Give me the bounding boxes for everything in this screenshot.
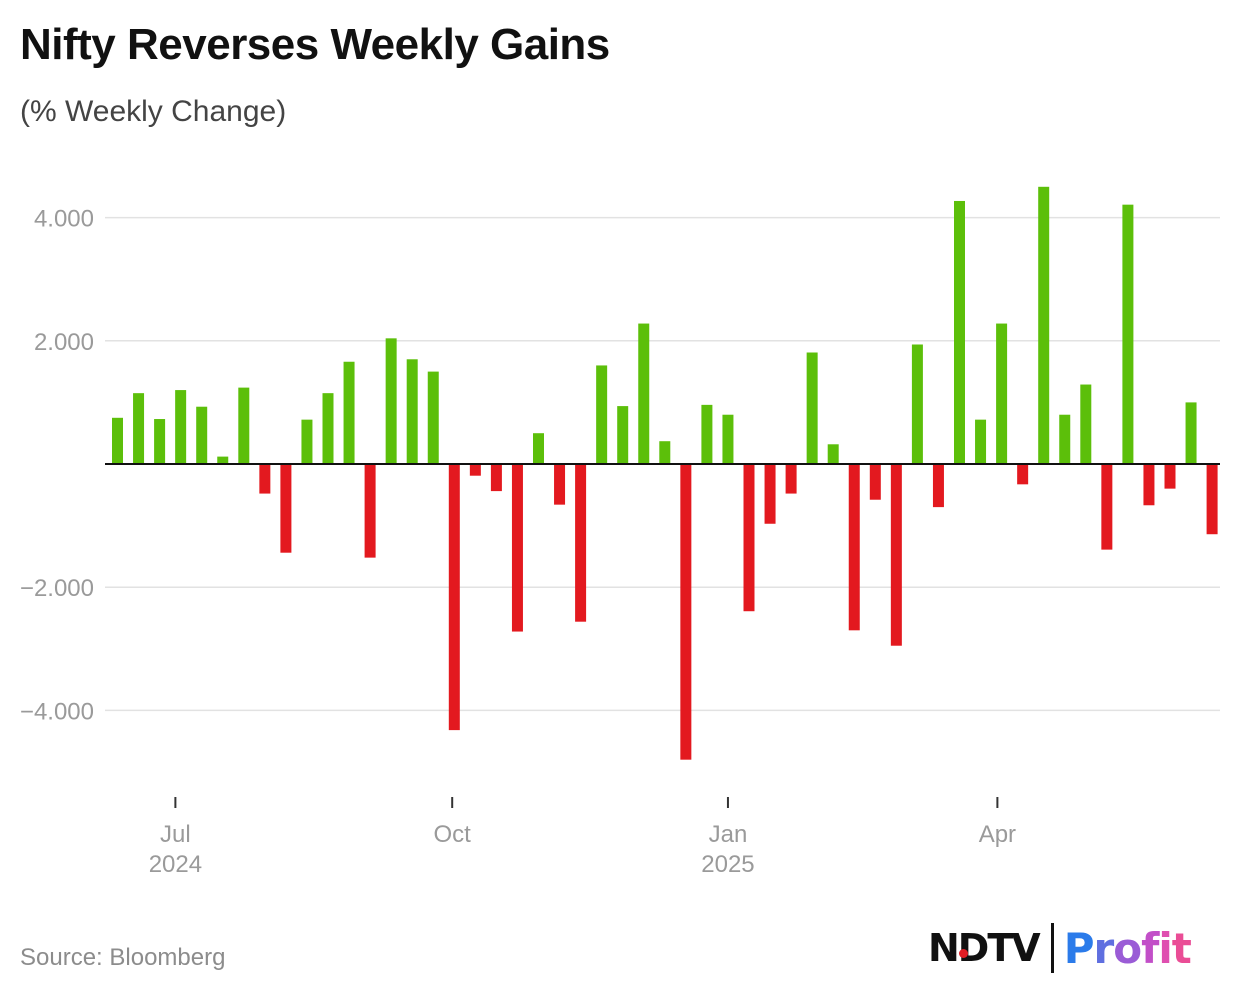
bar — [1059, 414, 1071, 464]
profit-letter: i — [1158, 923, 1172, 973]
bar-chart: 4.000 2.000 −2.000 −4.000 Jul 2024 Oct Jan 2025… — [20, 186, 1220, 878]
bar — [596, 365, 608, 464]
bar — [827, 444, 839, 464]
bar — [554, 464, 566, 505]
ndtv-wordmark: NDTV — [928, 926, 1041, 970]
bar — [490, 464, 502, 492]
bar — [301, 419, 313, 464]
x-tick-label: Jan — [709, 821, 748, 848]
bar — [911, 344, 923, 464]
bar — [638, 323, 650, 464]
bar — [427, 371, 439, 464]
bar — [680, 464, 692, 760]
source-note: Source: Bloomberg — [20, 944, 226, 971]
bar — [112, 417, 123, 464]
bar — [1017, 464, 1029, 485]
bar — [575, 464, 587, 622]
bar — [954, 200, 965, 464]
x-tick-label: Apr — [979, 821, 1016, 848]
bar — [1185, 402, 1197, 464]
chart-subtitle: (% Weekly Change) — [20, 95, 287, 128]
bar — [1080, 384, 1092, 464]
bar — [996, 323, 1008, 464]
bar — [511, 464, 523, 632]
bar — [280, 464, 292, 553]
bar — [1164, 464, 1176, 489]
bar — [869, 464, 881, 500]
bar-layer — [112, 186, 1218, 760]
bar — [848, 464, 860, 631]
bar — [448, 464, 460, 731]
bar — [175, 390, 187, 464]
bar — [1038, 186, 1050, 465]
bar — [469, 464, 481, 476]
ndtv-text: NDTV — [928, 926, 1041, 970]
grid-layer: 4.000 2.000 −2.000 −4.000 — [20, 206, 1220, 725]
bar — [238, 387, 250, 464]
x-tick-label: Oct — [434, 821, 472, 848]
bar — [196, 406, 208, 464]
bar — [617, 406, 629, 464]
x-tick-year-label: 2024 — [149, 851, 202, 878]
profit-letter: P — [1063, 923, 1095, 973]
y-tick-label: −2.000 — [20, 575, 94, 602]
profit-letter: r — [1093, 923, 1114, 973]
bar — [1206, 464, 1218, 535]
bar — [322, 393, 334, 464]
bar — [785, 464, 797, 494]
bar — [154, 419, 166, 464]
bar — [1101, 464, 1113, 550]
bar — [217, 456, 229, 464]
x-tick-year-label: 2025 — [701, 851, 754, 878]
y-tick-label: −4.000 — [20, 698, 94, 725]
bar — [701, 404, 713, 464]
bar — [764, 464, 776, 524]
bar — [406, 359, 418, 464]
bar — [722, 414, 734, 464]
profit-wordmark: Profit — [1063, 923, 1192, 973]
bar — [890, 464, 902, 646]
ndtv-profit-logo: NDTV Profit — [928, 920, 1192, 976]
x-tick-label: Jul — [160, 821, 191, 848]
bar — [1122, 204, 1134, 464]
chart-title: Nifty Reverses Weekly Gains — [20, 20, 610, 69]
axis-layer: Jul 2024 Oct Jan 2025 Apr — [105, 463, 1220, 878]
bar — [806, 352, 818, 464]
bar — [364, 464, 376, 558]
bar — [975, 419, 987, 464]
bar — [1143, 464, 1155, 506]
bar — [533, 433, 544, 464]
bar — [932, 464, 944, 508]
profit-letter: t — [1171, 923, 1192, 973]
ndtv-red-dot-icon — [959, 949, 968, 958]
bar — [343, 361, 355, 464]
y-tick-label: 2.000 — [34, 329, 94, 356]
bar — [259, 464, 271, 494]
profit-letter: f — [1141, 923, 1159, 973]
bar — [133, 393, 145, 464]
brand-divider — [1050, 923, 1054, 973]
profit-letter: o — [1113, 923, 1142, 973]
bar — [385, 338, 397, 464]
bar — [659, 441, 671, 464]
y-tick-label: 4.000 — [34, 206, 94, 233]
bar — [743, 464, 755, 612]
